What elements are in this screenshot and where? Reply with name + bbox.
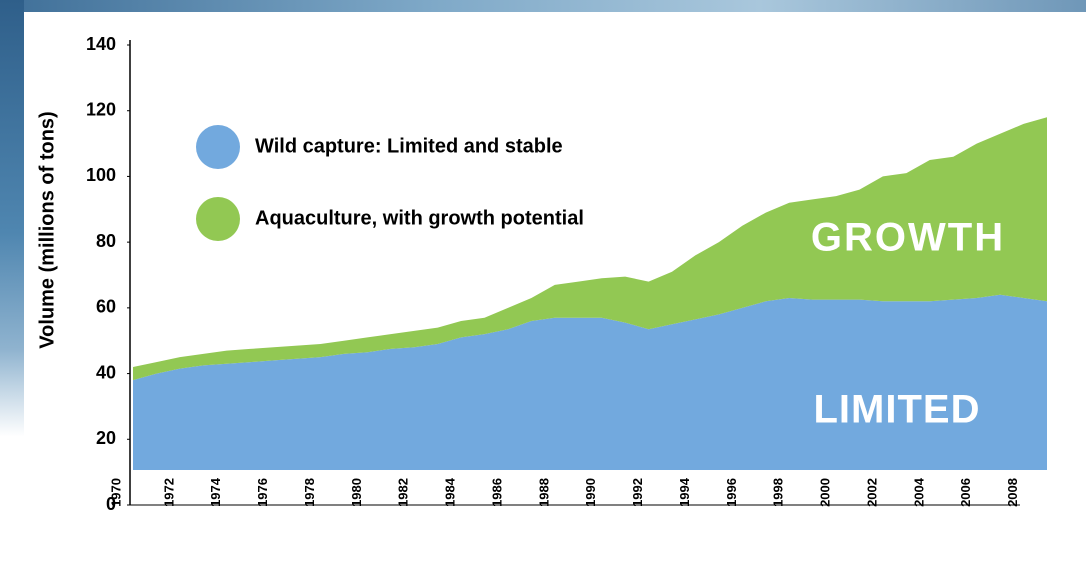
x-tick-label: 1998 bbox=[771, 478, 786, 507]
x-tick-label: 1974 bbox=[208, 477, 223, 507]
x-tick-label: 2008 bbox=[1005, 478, 1020, 507]
y-tick-label: 80 bbox=[96, 231, 116, 251]
x-tick-label: 1980 bbox=[349, 478, 364, 507]
area bbox=[133, 294, 1047, 470]
legend-marker bbox=[196, 125, 240, 169]
x-tick-label: 1972 bbox=[161, 478, 176, 507]
y-tick-label: 0 bbox=[106, 494, 116, 514]
background-left bbox=[0, 0, 24, 582]
y-tick-label: 40 bbox=[96, 362, 116, 382]
y-tick-label: 120 bbox=[86, 99, 116, 119]
x-tick-label: 2006 bbox=[958, 478, 973, 507]
x-tick-label: 1994 bbox=[677, 477, 692, 507]
x-tick-label: 2004 bbox=[911, 477, 926, 507]
y-tick-label: 100 bbox=[86, 165, 116, 185]
x-tick-label: 1992 bbox=[630, 478, 645, 507]
y-axis-label: Volume (millions of tons) bbox=[36, 111, 58, 348]
legend-marker bbox=[196, 197, 240, 241]
x-tick-label: 1982 bbox=[396, 478, 411, 507]
x-tick-label: 1976 bbox=[255, 478, 270, 507]
x-tick-label: 1984 bbox=[443, 477, 458, 507]
annotation: LIMITED bbox=[814, 388, 981, 432]
y-tick-label: 60 bbox=[96, 297, 116, 317]
legend-label: Wild capture: Limited and stable bbox=[255, 135, 563, 157]
y-tick-label: 20 bbox=[96, 428, 116, 448]
background-top bbox=[0, 0, 1086, 12]
x-tick-label: 1990 bbox=[583, 478, 598, 507]
x-tick-label: 2000 bbox=[818, 478, 833, 507]
x-tick-label: 2002 bbox=[864, 478, 879, 507]
x-tick-label: 1970 bbox=[108, 478, 123, 507]
y-tick-label: 140 bbox=[86, 34, 116, 54]
x-tick-label: 1986 bbox=[489, 478, 504, 507]
annotation: GROWTH bbox=[811, 216, 1005, 260]
legend-label: Aquaculture, with growth potential bbox=[255, 207, 584, 229]
x-tick-label: 1988 bbox=[536, 478, 551, 507]
x-tick-label: 1978 bbox=[302, 478, 317, 507]
x-tick-label: 1996 bbox=[724, 478, 739, 507]
area bbox=[133, 117, 1047, 381]
